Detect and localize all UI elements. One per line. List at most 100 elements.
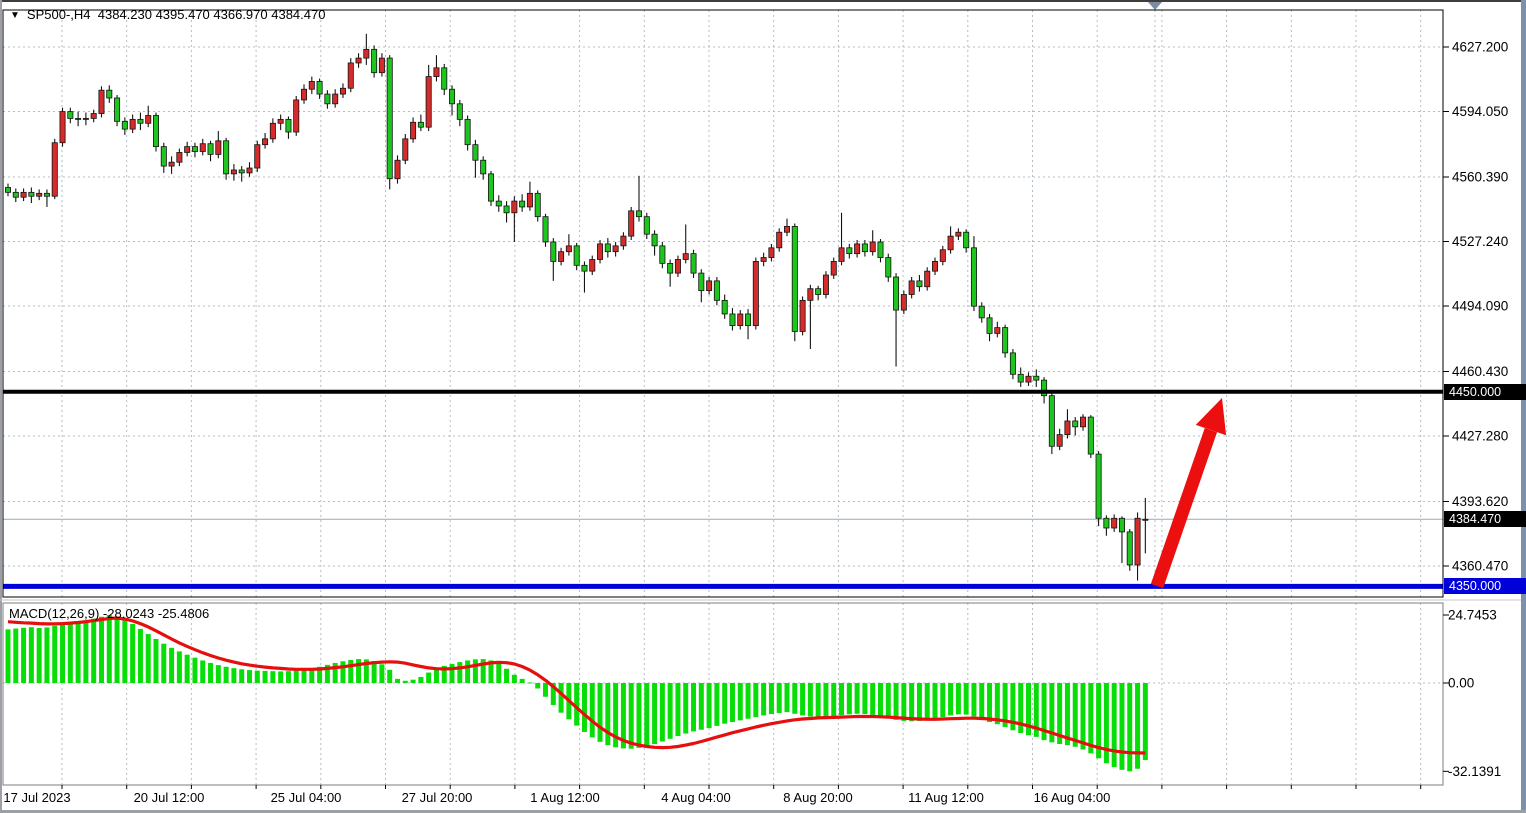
candle [402,133,409,165]
bull-candle-body [215,140,222,155]
macd-histogram-bar [870,683,876,715]
macd-histogram-bar [644,683,650,747]
candle [534,190,541,222]
macd-histogram-bar [815,683,821,718]
price-tick-label: 4494.090 [1452,299,1508,314]
bear-candle-body [1041,379,1048,397]
time-tick-label: 11 Aug 12:00 [908,790,984,805]
bull-candle-body [347,62,354,89]
candle [347,58,354,93]
candle [846,243,853,259]
candle [191,142,198,158]
bull-candle-body [36,192,43,197]
candle [526,181,533,211]
bull-candle-body [752,261,759,327]
candle [394,155,401,184]
bear-candle-body [1103,517,1110,529]
macd-histogram-bar [200,660,206,683]
candle [1025,372,1032,386]
macd-histogram-bar [636,683,642,748]
macd-histogram-bar [239,669,245,683]
bear-candle-body [978,305,985,319]
bear-candle-body [160,146,167,167]
macd-axis[interactable]: 24.7453 0.00 -32.1391 [1443,607,1501,779]
candle [565,234,572,256]
price-tick-label: 4627.200 [1452,40,1508,55]
macd-histogram-bar [784,683,790,713]
panel-frames [0,9,1521,786]
macd-histogram-bar [581,683,587,732]
candle [667,259,674,287]
macd-histogram-bar [535,683,541,689]
macd-histogram-bar [5,629,11,683]
bear-candle-body [1017,373,1024,383]
candle [410,117,417,143]
symbol-dropdown-icon[interactable]: ▼ [10,10,20,21]
bull-candle-body [20,191,27,198]
macd-histogram-bar [293,670,299,683]
price-panel-frame [2,9,1444,598]
time-tick-label: 16 Aug 04:00 [1034,790,1111,805]
candle [573,242,580,271]
time-axis[interactable]: 17 Jul 2023 20 Jul 12:00 25 Jul 04:00 27 Ju… [3,785,1422,805]
candle [924,267,931,291]
time-tick-label: 20 Jul 12:00 [134,790,205,805]
bear-candle-body [519,200,526,208]
macd-histogram-bar [504,668,510,683]
macd-histogram-bar [511,674,517,683]
bear-candle-body [417,121,424,128]
window-right-edge [1521,0,1526,813]
macd-tick-label: -32.1391 [1448,764,1501,779]
bull-candle-body [620,235,627,247]
bear-candle-body [441,67,448,90]
candle [153,112,160,152]
macd-histogram-bar [309,668,315,683]
macd-histogram-bar [60,623,66,683]
candlestick-series [5,33,1149,581]
trend-arrow[interactable] [1150,398,1227,589]
bear-candle-body [503,205,510,214]
bull-candle-body [939,249,946,262]
candle [1056,428,1063,451]
time-tick-label: 1 Aug 12:00 [530,790,599,805]
macd-histogram-bar [106,614,112,683]
candle [877,239,884,263]
candle [324,90,331,109]
macd-histogram-bar [441,665,447,683]
macd-histogram-bar [379,664,385,683]
bull-candle-body [246,167,253,174]
bear-candle-body [191,146,198,152]
candle [129,114,136,134]
candle [674,255,681,277]
candle [1087,415,1094,458]
macd-histogram-bar [184,654,190,683]
candle [752,257,759,330]
macd-histogram-bar [52,625,58,683]
bull-candle-body [1064,420,1071,436]
candle [986,313,993,342]
macd-histogram-bar [145,634,151,683]
bull-candle-body [799,299,806,332]
bear-candle-body [963,231,970,249]
macd-histogram-bar [831,683,837,716]
macd-histogram-bar [130,623,136,683]
macd-histogram-bar [231,668,237,683]
macd-histogram-bar [36,628,42,683]
bull-candle-body [900,294,907,311]
macd-histogram-bar [332,662,338,683]
macd-histogram-bar [558,683,564,713]
candle [558,247,565,266]
macd-histogram-bar [800,683,806,716]
bull-candle-body [402,138,409,161]
candle [98,86,105,118]
macd-histogram-bar [971,683,977,717]
macd-signal-line [7,616,1146,755]
candle [160,142,167,173]
price-axis[interactable]: 4627.200 4594.050 4560.390 4527.240 4494.090… [1443,40,1508,574]
macd-histogram-bar [457,662,463,683]
candle [589,255,596,276]
macd-histogram-bar [963,683,969,715]
candle [456,99,463,127]
macd-histogram-bar [215,665,221,683]
